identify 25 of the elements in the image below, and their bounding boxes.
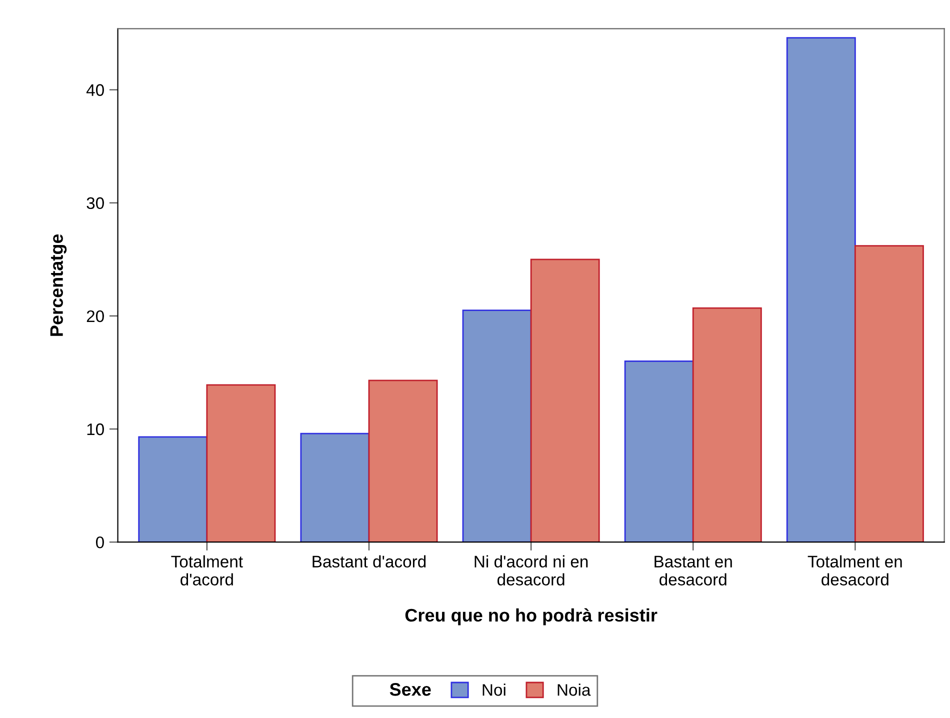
x-tick-label: Bastant d'acord bbox=[312, 555, 426, 568]
legend-title: Sexe bbox=[390, 683, 431, 696]
y-tick-label: 20 bbox=[86, 310, 104, 322]
y-tick-label: 0 bbox=[96, 536, 104, 548]
x-tick-label: Totalment d'acord bbox=[171, 555, 243, 586]
bar bbox=[786, 37, 856, 542]
bar bbox=[138, 436, 208, 542]
x-tick-label: Totalment en desacord bbox=[808, 555, 902, 586]
bar bbox=[692, 307, 762, 542]
x-axis-title: Creu que no ho podrà resistir bbox=[405, 608, 658, 626]
bar bbox=[368, 380, 438, 542]
legend-label: Noi bbox=[482, 684, 506, 696]
bar bbox=[624, 360, 694, 542]
y-tick-label: 30 bbox=[86, 197, 104, 210]
bar bbox=[462, 310, 532, 542]
y-tick-label: 10 bbox=[87, 423, 104, 436]
bar bbox=[530, 258, 600, 542]
x-tick-label: Bastant en desacord bbox=[654, 556, 732, 586]
legend-label: Noia bbox=[558, 684, 591, 696]
y-axis-title: Percentatge bbox=[50, 234, 67, 336]
bar bbox=[206, 384, 276, 542]
bar bbox=[854, 245, 924, 542]
x-tick-label: Ni d'acord ni en desacord bbox=[474, 555, 588, 586]
bar bbox=[300, 432, 370, 542]
y-tick-label: 40 bbox=[86, 84, 104, 96]
